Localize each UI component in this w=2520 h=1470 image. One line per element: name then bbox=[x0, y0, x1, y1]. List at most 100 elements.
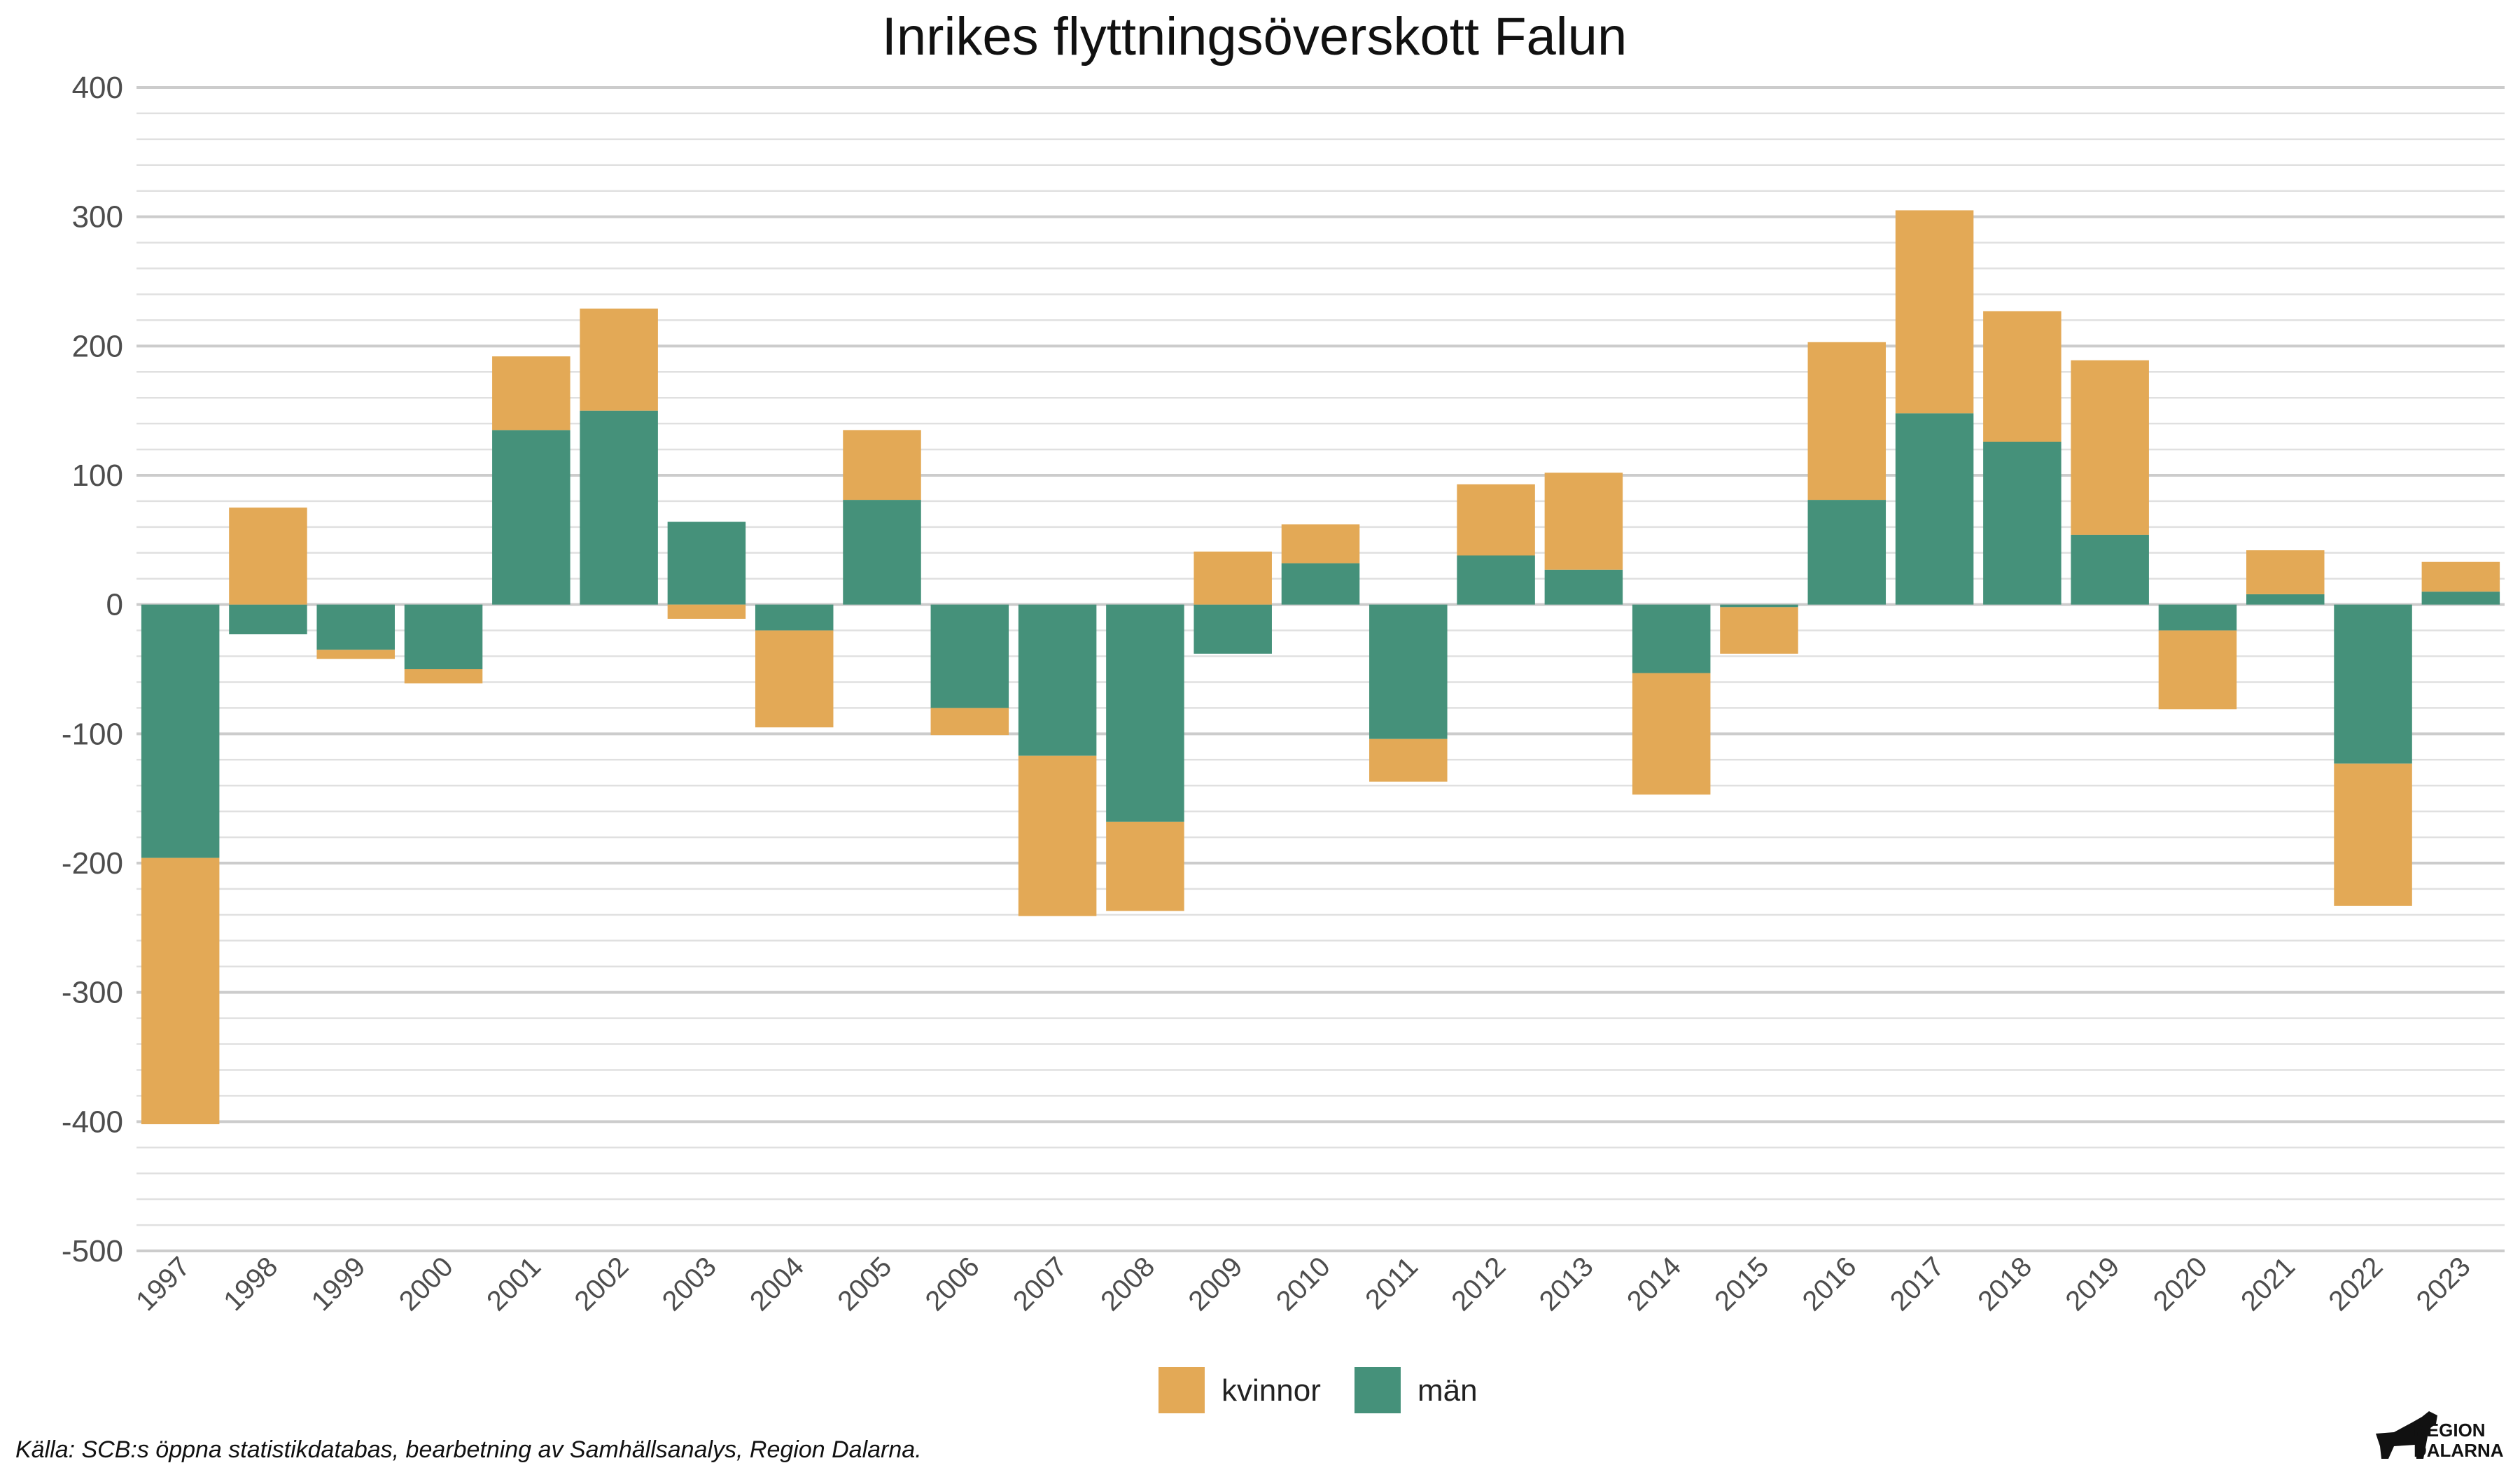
bar-man-2016 bbox=[1807, 500, 1886, 605]
bar-kvinnor-2008 bbox=[1106, 821, 1184, 911]
bar-man-2023 bbox=[2421, 592, 2500, 605]
bar-kvinnor-2019 bbox=[2071, 360, 2149, 535]
x-tick-label: 1997 bbox=[130, 1251, 196, 1317]
x-tick-label: 2002 bbox=[568, 1251, 634, 1317]
x-tick-label: 2023 bbox=[2411, 1251, 2477, 1317]
bar-man-2006 bbox=[930, 604, 1009, 708]
bar-kvinnor-2011 bbox=[1369, 738, 1448, 782]
bar-kvinnor-1997 bbox=[141, 858, 220, 1125]
x-tick-label: 2006 bbox=[920, 1251, 986, 1317]
x-tick-label: 2019 bbox=[2059, 1251, 2125, 1317]
x-axis-ticks: 1997 1998 1999 2000 2001 2002 2003 2004 2005 2006… bbox=[130, 1251, 2477, 1317]
bar-man-2005 bbox=[843, 500, 921, 605]
bar-kvinnor-2013 bbox=[1544, 472, 1623, 570]
y-axis-ticks: 400 300 200 100 0 -100 -200 -300 -400 -500 bbox=[62, 71, 123, 1268]
y-tick-label: -400 bbox=[62, 1105, 123, 1139]
bar-man-2007 bbox=[1018, 604, 1097, 756]
x-tick-label: 1998 bbox=[218, 1251, 284, 1317]
bar-kvinnor-2009 bbox=[1194, 551, 1272, 605]
y-tick-label: -300 bbox=[62, 976, 123, 1010]
bar-kvinnor-1999 bbox=[316, 650, 395, 659]
bar-kvinnor-2018 bbox=[1983, 311, 2062, 442]
bar-man-2014 bbox=[1632, 604, 1711, 673]
x-tick-label: 2014 bbox=[1621, 1251, 1687, 1317]
logo-line-2: DALARNA bbox=[2414, 1440, 2504, 1461]
bar-man-2004 bbox=[755, 604, 834, 631]
x-tick-label: 1999 bbox=[306, 1251, 372, 1317]
bar-man-1997 bbox=[141, 604, 220, 858]
bar-kvinnor-2006 bbox=[930, 708, 1009, 736]
x-tick-label: 2000 bbox=[393, 1251, 459, 1317]
bar-man-2022 bbox=[2334, 604, 2412, 764]
bar-kvinnor-2012 bbox=[1457, 484, 1535, 556]
bar-kvinnor-1998 bbox=[229, 507, 307, 605]
x-tick-label: 2004 bbox=[744, 1251, 810, 1317]
bar-man-1999 bbox=[316, 604, 395, 650]
x-tick-label: 2017 bbox=[1884, 1251, 1950, 1317]
bar-kvinnor-2020 bbox=[2158, 630, 2237, 710]
bar-man-2001 bbox=[492, 430, 570, 605]
chart-title: Inrikes flyttningsöverskott Falun bbox=[882, 7, 1627, 66]
legend-label: kvinnor bbox=[1222, 1373, 1321, 1408]
x-tick-label: 2007 bbox=[1007, 1251, 1073, 1317]
bar-kvinnor-2014 bbox=[1632, 673, 1711, 795]
x-tick-label: 2020 bbox=[2148, 1251, 2213, 1317]
bar-kvinnor-2005 bbox=[843, 430, 921, 500]
bar-kvinnor-2016 bbox=[1807, 342, 1886, 500]
y-tick-label: 300 bbox=[72, 200, 123, 234]
x-tick-label: 2009 bbox=[1183, 1251, 1249, 1317]
x-tick-label: 2013 bbox=[1534, 1251, 1600, 1317]
bar-kvinnor-2001 bbox=[492, 356, 570, 430]
bar-kvinnor-2015 bbox=[1720, 607, 1798, 654]
legend-swatch bbox=[1158, 1367, 1205, 1413]
bar-man-2015 bbox=[1720, 604, 1798, 608]
region-dalarna-logo: REGION DALARNA bbox=[2376, 1411, 2504, 1461]
bar-kvinnor-2010 bbox=[1281, 524, 1360, 564]
dala-horse-icon bbox=[2376, 1411, 2437, 1459]
bar-man-2020 bbox=[2158, 604, 2237, 631]
grid bbox=[136, 86, 2505, 1252]
bar-kvinnor-2023 bbox=[2421, 561, 2500, 592]
x-tick-label: 2010 bbox=[1270, 1251, 1336, 1317]
logo-line-1: REGION bbox=[2414, 1420, 2486, 1441]
bar-kvinnor-2000 bbox=[404, 669, 483, 684]
bar-man-2012 bbox=[1457, 555, 1535, 605]
legend-label: män bbox=[1418, 1373, 1478, 1408]
y-tick-label: -200 bbox=[62, 846, 123, 881]
bar-man-2002 bbox=[580, 410, 658, 605]
bar-kvinnor-2017 bbox=[1895, 210, 1974, 414]
x-tick-label: 2001 bbox=[481, 1251, 547, 1317]
source-note: Källa: SCB:s öppna statistikdatabas, bea… bbox=[15, 1436, 922, 1463]
legend: kvinnor män bbox=[1158, 1367, 1478, 1413]
bar-man-2021 bbox=[2246, 594, 2325, 605]
bar-man-2017 bbox=[1895, 413, 1974, 605]
x-tick-label: 2012 bbox=[1446, 1251, 1511, 1317]
bars bbox=[141, 210, 2500, 1125]
bar-kvinnor-2021 bbox=[2246, 550, 2325, 594]
x-tick-label: 2015 bbox=[1709, 1251, 1774, 1317]
bar-kvinnor-2007 bbox=[1018, 755, 1097, 916]
bar-man-2008 bbox=[1106, 604, 1184, 822]
x-tick-label: 2011 bbox=[1359, 1251, 1424, 1315]
bar-man-2000 bbox=[404, 604, 483, 669]
y-tick-label: 100 bbox=[72, 458, 123, 493]
x-tick-label: 2021 bbox=[2235, 1251, 2301, 1317]
bar-kvinnor-2004 bbox=[755, 630, 834, 728]
x-tick-label: 2005 bbox=[832, 1251, 897, 1317]
x-tick-label: 2003 bbox=[657, 1251, 722, 1317]
bar-man-2003 bbox=[667, 522, 746, 605]
bar-kvinnor-2003 bbox=[667, 604, 746, 619]
bar-man-2009 bbox=[1194, 604, 1272, 654]
y-tick-label: 200 bbox=[72, 329, 123, 363]
bar-man-2019 bbox=[2071, 534, 2149, 605]
y-tick-label: -100 bbox=[62, 717, 123, 751]
bar-kvinnor-2022 bbox=[2334, 763, 2412, 906]
y-tick-label: 0 bbox=[106, 588, 123, 622]
y-tick-label: 400 bbox=[72, 71, 123, 105]
x-tick-label: 2022 bbox=[2323, 1251, 2388, 1317]
bar-man-2013 bbox=[1544, 569, 1623, 605]
bar-man-2011 bbox=[1369, 604, 1448, 739]
x-tick-label: 2008 bbox=[1095, 1251, 1161, 1317]
x-tick-label: 2016 bbox=[1797, 1251, 1863, 1317]
